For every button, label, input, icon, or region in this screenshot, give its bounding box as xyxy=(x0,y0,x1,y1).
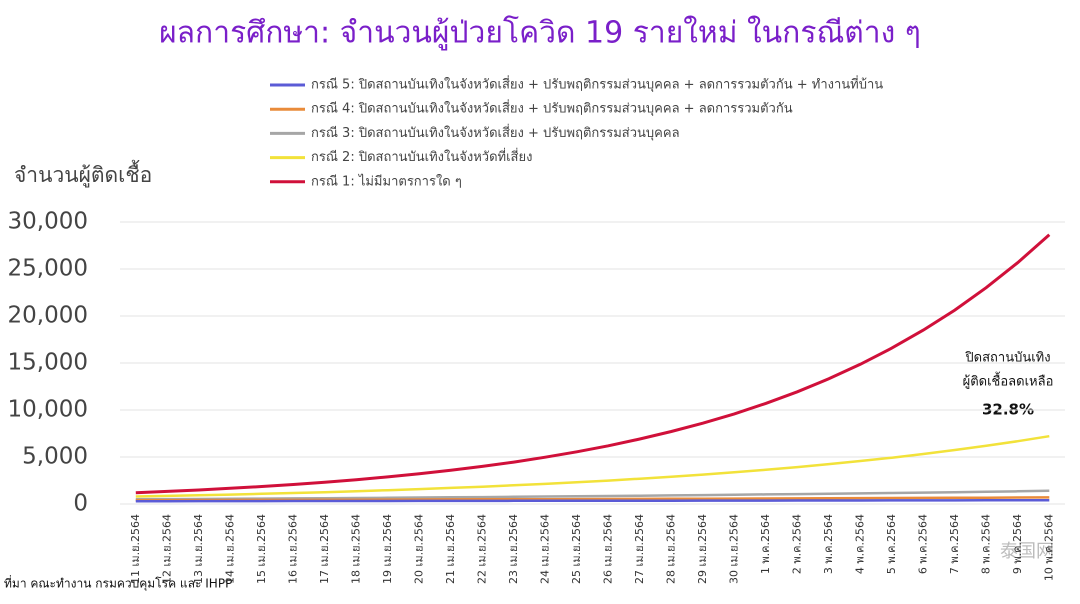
x-tick-label: 23 เม.ย.2564 xyxy=(507,514,520,584)
x-tick-label: 25 เม.ย.2564 xyxy=(570,514,583,584)
x-tick-label: 30 เม.ย.2564 xyxy=(727,514,740,584)
x-tick-label: 29 เม.ย.2564 xyxy=(696,514,709,584)
watermark: 泰国网 xyxy=(1000,541,1054,562)
annotation: ปิดสถานบันเทิง xyxy=(964,351,1050,366)
x-tick-label: 2 พ.ค.2564 xyxy=(790,514,803,574)
y-tick-label: 20,000 xyxy=(8,303,88,329)
x-tick-label: 17 เม.ย.2564 xyxy=(318,514,331,584)
legend-label: กรณี 4: ปิดสถานบันเทิงในจังหวัดเสี่ยง + … xyxy=(311,100,793,117)
series-line xyxy=(135,499,1050,503)
y-tick-label: 30,000 xyxy=(8,209,88,235)
x-tick-label: 3 พ.ค.2564 xyxy=(822,514,835,574)
series-line xyxy=(135,489,1050,501)
y-axis-label: จำนวนผู้ติดเชื้อ xyxy=(14,160,152,188)
legend-label: กรณี 2: ปิดสถานบันเทิงในจังหวัดที่เสี่ยง xyxy=(311,148,532,165)
x-tick-label: 9 พ.ค.2564 xyxy=(1011,514,1024,574)
x-tick-label: 22 เม.ย.2564 xyxy=(475,514,488,584)
series-line xyxy=(135,434,1050,498)
x-tick-label: 24 เม.ย.2564 xyxy=(538,514,551,584)
y-tick-label: 25,000 xyxy=(8,256,88,282)
x-tick-label: 27 เม.ย.2564 xyxy=(633,514,646,584)
y-tick-label: 5,000 xyxy=(22,444,88,470)
source-note: ที่มา คณะทำงาน กรมควบคุมโรค และ IHPP xyxy=(4,575,232,592)
legend-label: กรณี 1: ไม่มีมาตรการใด ๆ xyxy=(311,173,462,189)
x-tick-label: 15 เม.ย.2564 xyxy=(255,514,268,584)
x-tick-label: 10 พ.ค.2564 xyxy=(1042,514,1055,581)
annotation: ผู้ติดเชื้อลดเหลือ xyxy=(963,372,1054,390)
x-tick-label: 1 พ.ค.2564 xyxy=(759,514,772,574)
x-tick-label: 18 เม.ย.2564 xyxy=(349,514,362,584)
x-tick-label: 20 เม.ย.2564 xyxy=(412,514,425,584)
x-tick-label: 8 พ.ค.2564 xyxy=(979,514,992,574)
x-tick-label: 14 เม.ย.2564 xyxy=(223,514,236,584)
x-tick-label: 26 เม.ย.2564 xyxy=(601,514,614,584)
y-tick-label: 15,000 xyxy=(8,350,88,376)
chart-title: ผลการศึกษา: จำนวนผู้ป่วยโควิด 19 รายใหม่… xyxy=(159,15,921,51)
series-line xyxy=(135,233,1051,495)
legend-label: กรณี 5: ปิดสถานบันเทิงในจังหวัดเสี่ยง + … xyxy=(311,76,883,93)
x-tick-label: 7 พ.ค.2564 xyxy=(948,514,961,574)
x-tick-label: 19 เม.ย.2564 xyxy=(381,514,394,584)
legend-label: กรณี 3: ปิดสถานบันเทิงในจังหวัดเสี่ยง + … xyxy=(311,124,680,141)
x-tick-label: 11 เม.ย.2564 xyxy=(129,514,142,584)
y-tick-label: 0 xyxy=(73,491,88,517)
x-tick-label: 21 เม.ย.2564 xyxy=(444,514,457,584)
x-tick-label: 12 เม.ย.2564 xyxy=(160,514,173,584)
x-tick-label: 28 เม.ย.2564 xyxy=(664,514,677,584)
x-tick-label: 13 เม.ย.2564 xyxy=(192,514,205,584)
y-tick-label: 10,000 xyxy=(8,397,88,423)
x-tick-label: 4 พ.ค.2564 xyxy=(853,514,866,574)
x-tick-label: 16 เม.ย.2564 xyxy=(286,514,299,584)
x-tick-label: 6 พ.ค.2564 xyxy=(916,514,929,574)
x-tick-label: 5 พ.ค.2564 xyxy=(885,514,898,574)
